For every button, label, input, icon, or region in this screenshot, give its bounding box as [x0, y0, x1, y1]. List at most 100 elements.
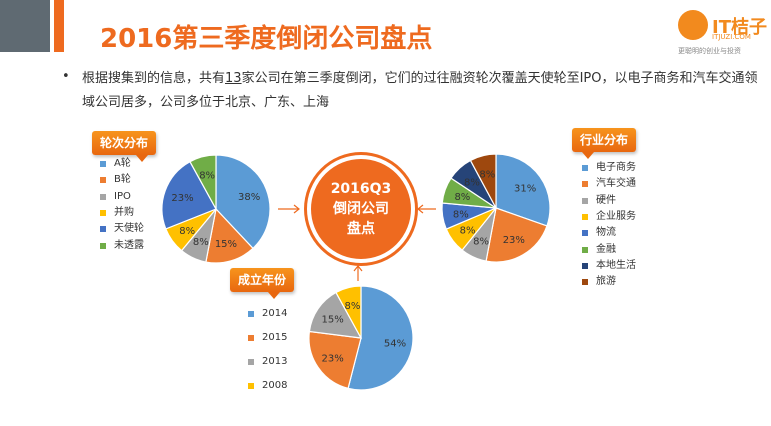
legend-year: 2014 2015 2013 2008	[248, 302, 287, 398]
legend-item: B轮	[100, 172, 144, 188]
legend-industry: 电子商务汽车交通硬件企业服务物流金融本地生活旅游	[582, 160, 636, 290]
pie-slice	[335, 285, 362, 339]
legend-label: 天使轮	[114, 223, 144, 235]
pie-data-label: 8%	[473, 236, 489, 247]
legend-item: 2014	[248, 302, 287, 326]
pie-data-label: 8%	[193, 237, 209, 248]
legend-item: 金融	[582, 241, 636, 257]
legend-label: 金融	[596, 243, 616, 255]
pie-data-label: 8%	[460, 225, 476, 236]
legend-item: 硬件	[582, 193, 636, 209]
legend-item: 本地生活	[582, 258, 636, 274]
pie-slice	[469, 153, 497, 209]
legend-item: 2008	[248, 374, 287, 398]
legend-label: B轮	[114, 174, 131, 186]
pie-data-label: 8%	[199, 170, 215, 181]
legend-swatch	[582, 214, 588, 221]
legend-label: 企业服务	[596, 211, 636, 223]
legend-item: 天使轮	[100, 221, 144, 237]
legend-swatch	[248, 335, 254, 341]
pie-slice	[347, 285, 414, 391]
legend-round: A轮 B轮 IPO 并购天使轮未透露	[100, 156, 144, 254]
legend-swatch	[248, 311, 254, 317]
legend-swatch	[100, 177, 106, 184]
summary-text-before: 根据搜集到的信息，共有	[82, 71, 226, 86]
legend-label: 电子商务	[596, 162, 636, 174]
legend-swatch	[100, 161, 106, 168]
legend-label: 硬件	[596, 194, 616, 206]
legend-label: 物流	[596, 227, 616, 239]
pie-slice	[215, 154, 271, 250]
pie-slice	[495, 153, 551, 227]
summary-highlight-count: 13	[225, 71, 242, 86]
pie-data-label: 31%	[514, 183, 536, 194]
bullet-dot: •	[62, 69, 70, 84]
legend-item: 汽车交通	[582, 176, 636, 192]
pie-data-label: 8%	[454, 192, 470, 203]
legend-swatch	[582, 246, 588, 253]
legend-swatch	[582, 279, 588, 286]
legend-swatch	[582, 165, 588, 172]
legend-swatch	[100, 242, 106, 249]
center-line-2: 倒闭公司	[333, 201, 389, 217]
legend-item: 企业服务	[582, 209, 636, 225]
pie-data-label: 8%	[464, 178, 480, 189]
pie-data-label: 15%	[321, 315, 343, 326]
pie-data-label: 54%	[384, 338, 406, 349]
pie-slice	[189, 154, 217, 210]
legend-item: IPO	[100, 189, 144, 205]
pie-data-label: 8%	[479, 169, 495, 180]
corner-bar-orange	[54, 0, 64, 52]
center-line-1: 2016Q3	[330, 181, 392, 197]
legend-item: 2015	[248, 326, 287, 350]
pie-data-label: 23%	[503, 235, 525, 246]
pie-slice	[485, 207, 548, 263]
pie-slice	[205, 207, 254, 264]
pie-charts: 38%15%8%8%23%8%31%23%8%8%8%8%8%8%54%23%1…	[161, 153, 551, 391]
logo-url: ITJUZI.COM	[712, 33, 751, 41]
tag-founding-year: 成立年份	[230, 268, 295, 299]
tag-round-distribution: 轮次分布	[92, 131, 157, 162]
legend-swatch	[582, 230, 588, 237]
connector-arrows	[278, 204, 436, 281]
legend-label: A轮	[114, 158, 131, 170]
legend-item: 电子商务	[582, 160, 636, 176]
legend-item: 物流	[582, 225, 636, 241]
corner-bar-gray	[0, 0, 50, 52]
legend-label: 并购	[114, 207, 134, 219]
legend-label: IPO	[114, 190, 131, 202]
legend-item: 2013	[248, 350, 287, 374]
summary-paragraph: 根据搜集到的信息，共有13家公司在第三季度倒闭，它们的过往融资轮次覆盖天使轮至I…	[82, 67, 762, 115]
center-line-3: 盘点	[347, 221, 375, 237]
legend-label: 旅游	[596, 276, 616, 288]
legend-item: 并购	[100, 205, 144, 221]
legend-label: 2008	[262, 380, 288, 391]
pie-slice	[308, 291, 363, 339]
logo-name: IT桔子	[712, 17, 767, 38]
tag-industry-distribution: 行业分布	[572, 128, 637, 159]
pie-data-label: 23%	[171, 193, 193, 204]
legend-item: 未透露	[100, 237, 144, 253]
summary-text-after: 家公司在第三季度倒闭，它们的过往融资轮次覆盖天使轮至IPO，以电子商务和汽车交通…	[82, 71, 758, 110]
legend-label: 2014	[262, 308, 288, 319]
legend-item: A轮	[100, 156, 144, 172]
arrow-head	[353, 265, 363, 272]
legend-swatch	[582, 181, 588, 188]
legend-label: 2013	[262, 356, 288, 367]
legend-swatch	[100, 226, 106, 233]
legend-label: 未透露	[114, 239, 144, 251]
legend-item: 旅游	[582, 274, 636, 290]
pie-data-label: 8%	[453, 209, 469, 220]
legend-label: 本地生活	[596, 259, 636, 271]
orange-logo-icon	[678, 10, 708, 40]
legend-label: 2015	[262, 332, 288, 343]
brand-logo: IT桔子 ITJUZI.COM 更聪明的创业与投资	[676, 6, 767, 56]
arrow-head	[293, 204, 300, 214]
logo-tagline: 更聪明的创业与投资	[678, 47, 741, 55]
legend-swatch	[582, 197, 588, 204]
legend-swatch	[248, 359, 254, 365]
legend-label: 汽车交通	[596, 178, 636, 190]
center-badge: 2016Q3 倒闭公司 盘点	[307, 155, 415, 263]
pie-data-label: 8%	[345, 301, 361, 312]
